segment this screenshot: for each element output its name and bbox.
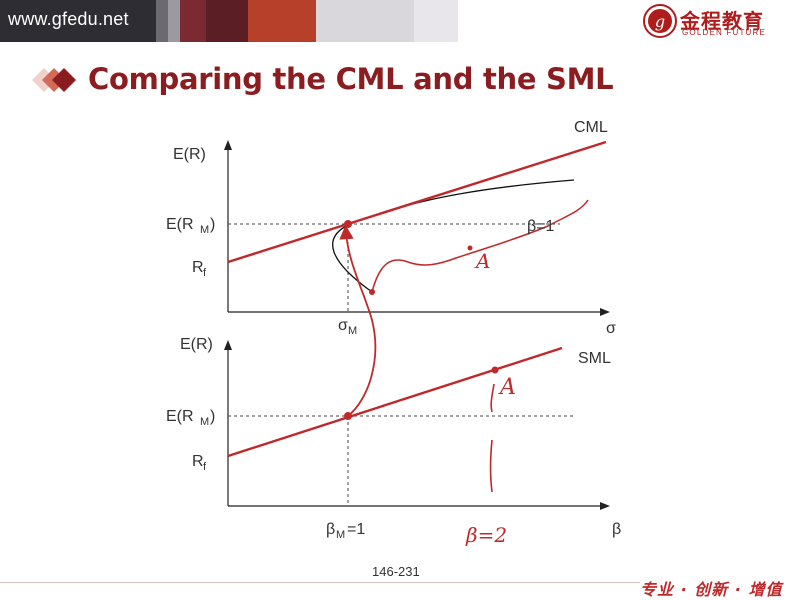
svg-text:E(R: E(R (166, 408, 194, 425)
svg-text:R: R (192, 259, 204, 276)
handwritten-curve (371, 199, 589, 293)
header-strip (168, 0, 180, 42)
site-url-block: www.gfedu.net (0, 0, 156, 42)
logo-english-text: GOLDEN FUTURE (682, 28, 767, 37)
cml-y-axis-label: E(R) (173, 146, 206, 163)
sml-point-a-dot (491, 366, 499, 374)
svg-text:g: g (655, 12, 665, 31)
sml-handwritten-beta-label: β=2 (465, 523, 507, 547)
logo-seal-icon: g (643, 4, 677, 38)
header-strip (180, 0, 206, 42)
connecting-arrow (339, 224, 377, 417)
sml-y-tick-risk-free: R f (192, 453, 207, 473)
sml-y-axis-arrow-icon (224, 340, 232, 350)
cml-y-tick-market-return: E(R M ) (166, 216, 215, 236)
site-url[interactable]: www.gfedu.net (8, 9, 129, 29)
sml-handwritten-point-label: A (498, 375, 516, 400)
sml-y-axis-label: E(R) (180, 336, 213, 353)
header-strip (156, 0, 168, 42)
company-logo: g 金程教育 GOLDEN FUTURE (636, 2, 794, 42)
cml-graph: CML E(R) σ E(R M ) R f σ M β=1 A (166, 119, 616, 337)
slide-title-area: Comparing the CML and the SML (22, 60, 792, 104)
cml-line (227, 140, 607, 264)
svg-text:=1: =1 (347, 521, 365, 538)
header-strip (316, 0, 414, 42)
logo-chinese-text: 金程教育 (680, 9, 764, 33)
cml-y-axis-arrow-icon (224, 140, 232, 150)
sml-x-axis-arrow-icon (600, 502, 610, 510)
diamond-bullet-icon (32, 68, 76, 92)
svg-text:σ: σ (338, 317, 348, 334)
svg-text:M: M (200, 224, 209, 236)
sml-line-label: SML (578, 350, 611, 367)
handwritten-point-label: A (474, 249, 490, 273)
sml-x-axis-label: β (612, 521, 621, 538)
cml-beta-note: β=1 (527, 218, 555, 235)
sml-line (227, 346, 563, 458)
header-strip (248, 0, 316, 42)
sml-y-tick-market-return: E(R M ) (166, 408, 215, 428)
svg-text:M: M (336, 529, 345, 541)
header-strip (414, 0, 458, 42)
sml-x-tick-market-beta: β M =1 (326, 521, 365, 541)
svg-text:f: f (203, 267, 207, 279)
handwritten-dashed-stroke (490, 383, 495, 413)
frontier-marker-dot (369, 289, 375, 295)
cml-x-axis-arrow-icon (600, 308, 610, 316)
cml-market-point (344, 220, 352, 228)
cml-x-tick-market-sigma: σ M (338, 317, 357, 337)
sml-graph: SML E(R) β E(R M ) R f β M =1 A β=2 (166, 336, 621, 547)
svg-text:M: M (200, 416, 209, 428)
footer-divider (0, 582, 640, 583)
svg-text:E(R: E(R (166, 216, 194, 233)
svg-text:): ) (210, 408, 215, 425)
cml-y-tick-risk-free: R f (192, 259, 207, 279)
svg-text:): ) (210, 216, 215, 233)
page-number: 146-231 (372, 564, 420, 579)
svg-text:β: β (326, 521, 335, 538)
handwritten-dashed-stroke (489, 439, 493, 493)
handwritten-point-dot (467, 245, 473, 251)
svg-text:f: f (203, 461, 207, 473)
svg-text:R: R (192, 453, 204, 470)
page-title: Comparing the CML and the SML (88, 62, 614, 96)
cml-x-axis-label: σ (606, 320, 616, 337)
cml-line-label: CML (574, 119, 608, 136)
footer-slogan: 专业 · 创新 · 增值 (640, 580, 783, 599)
efficient-frontier-curve (332, 179, 575, 293)
header-bar: www.gfedu.net g 金程教育 GOLDEN FUTURE (0, 0, 800, 42)
header-strip (206, 0, 248, 42)
svg-text:M: M (348, 325, 357, 337)
